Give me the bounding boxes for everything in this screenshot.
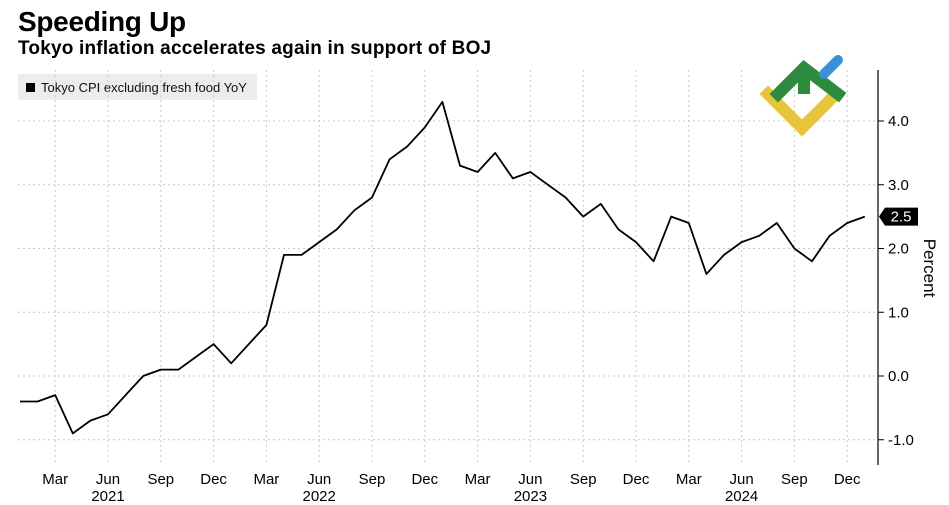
x-tick-label: Jun xyxy=(518,471,542,488)
data-point xyxy=(335,228,338,231)
data-point xyxy=(670,215,673,218)
x-tick-label: Sep xyxy=(147,471,174,488)
legend-label: Tokyo CPI excluding fresh food YoY xyxy=(41,79,247,95)
data-point xyxy=(54,394,57,397)
data-point xyxy=(529,171,532,174)
data-point xyxy=(846,222,849,225)
x-tick-label: Sep xyxy=(359,471,386,488)
x-year-label: 2021 xyxy=(91,488,124,505)
x-year-label: 2023 xyxy=(514,488,547,505)
y-tick-label: -1.0 xyxy=(888,432,914,449)
series-layer xyxy=(19,100,866,435)
last-value-label: 2.5 xyxy=(891,209,912,226)
y-tick-label: 3.0 xyxy=(888,177,909,194)
data-point xyxy=(687,222,690,225)
data-point xyxy=(318,241,321,244)
x-tick-label: Mar xyxy=(676,471,702,488)
data-point xyxy=(547,183,550,186)
data-point xyxy=(863,215,866,218)
data-point xyxy=(758,234,761,237)
x-tick-label: Jun xyxy=(96,471,120,488)
data-point xyxy=(124,394,127,397)
x-tick-label: Mar xyxy=(465,471,491,488)
legend-swatch xyxy=(26,82,35,92)
data-point xyxy=(195,355,198,358)
y-axis-title: Percent xyxy=(920,239,939,298)
data-point xyxy=(388,158,391,161)
x-tick-label: Sep xyxy=(781,471,808,488)
data-point xyxy=(300,253,303,256)
data-point xyxy=(441,100,444,103)
x-tick-label: Dec xyxy=(834,471,861,488)
data-point xyxy=(599,202,602,205)
data-point xyxy=(775,222,778,225)
data-point xyxy=(635,241,638,244)
grid-layer xyxy=(18,70,878,465)
data-point xyxy=(177,368,180,371)
data-point xyxy=(564,196,567,199)
x-tick-label: Sep xyxy=(570,471,597,488)
x-tick-label: Dec xyxy=(623,471,650,488)
data-point xyxy=(89,419,92,422)
data-point xyxy=(71,432,74,435)
x-tick-label: Jun xyxy=(730,471,754,488)
data-point xyxy=(740,241,743,244)
data-point xyxy=(459,164,462,167)
axis-layer xyxy=(877,70,884,465)
data-point xyxy=(230,362,233,365)
data-point xyxy=(494,151,497,154)
data-point xyxy=(107,413,110,416)
data-point xyxy=(811,260,814,263)
y-tick-label: 1.0 xyxy=(888,304,909,321)
data-point xyxy=(828,234,831,237)
data-point xyxy=(212,343,215,346)
data-point xyxy=(283,253,286,256)
label-layer: 4.0 3.0 2.0 1.0 0.0 -1.0 Mar Jun Sep Dec Mar Jun Sep… xyxy=(42,113,939,505)
data-point xyxy=(353,209,356,212)
chart-subtitle: Tokyo inflation accelerates again in sup… xyxy=(18,38,492,59)
data-point xyxy=(19,400,22,403)
data-point xyxy=(617,228,620,231)
x-tick-label: Mar xyxy=(42,471,68,488)
data-point xyxy=(371,196,374,199)
data-point xyxy=(652,260,655,263)
y-tick-label: 0.0 xyxy=(888,368,909,385)
data-point xyxy=(582,215,585,218)
data-point xyxy=(511,177,514,180)
data-point xyxy=(142,375,145,378)
data-point xyxy=(406,145,409,148)
y-tick-label: 4.0 xyxy=(888,113,909,130)
x-year-label: 2022 xyxy=(303,488,336,505)
data-point xyxy=(423,126,426,129)
x-tick-label: Jun xyxy=(307,471,331,488)
x-year-label: 2024 xyxy=(725,488,758,505)
legend: Tokyo CPI excluding fresh food YoY xyxy=(18,74,257,100)
series-line xyxy=(20,101,866,435)
data-point xyxy=(476,171,479,174)
x-tick-label: Dec xyxy=(200,471,227,488)
x-tick-label: Mar xyxy=(253,471,279,488)
data-point xyxy=(793,247,796,250)
x-tick-label: Dec xyxy=(411,471,438,488)
last-value-badge xyxy=(879,207,918,226)
y-tick-label: 2.0 xyxy=(888,241,909,258)
data-point xyxy=(705,273,708,276)
data-point xyxy=(36,400,39,403)
chart-title: Speeding Up xyxy=(18,6,186,37)
brand-logo-icon xyxy=(759,55,847,137)
data-point xyxy=(265,324,268,327)
data-point xyxy=(159,368,162,371)
data-point xyxy=(723,253,726,256)
data-point xyxy=(247,343,250,346)
